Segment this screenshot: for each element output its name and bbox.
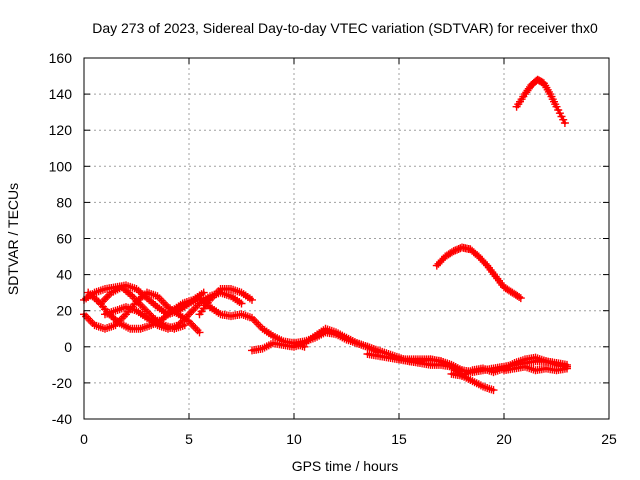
- data-point: [489, 386, 498, 395]
- grid-layer: [84, 58, 609, 419]
- data-point: [199, 288, 208, 297]
- y-tick-label: 20: [56, 303, 72, 319]
- data-point: [474, 252, 483, 261]
- data-point: [437, 256, 446, 265]
- data-point: [449, 247, 458, 256]
- y-tick-label: 60: [56, 231, 72, 247]
- x-tick-label: 0: [80, 431, 88, 447]
- data-point: [237, 299, 246, 308]
- data-point: [516, 294, 525, 303]
- data-point: [248, 295, 256, 304]
- data-point: [432, 261, 441, 270]
- x-tick-label: 15: [391, 431, 407, 447]
- x-tick-label: 10: [286, 431, 302, 447]
- data-point: [454, 245, 463, 253]
- data-point: [560, 119, 569, 127]
- chart-title: Day 273 of 2023, Sidereal Day-to-day VTE…: [92, 20, 598, 36]
- x-tick-label: 25: [601, 431, 617, 447]
- tick-layer: 0 5 10 15 20 25 -40 -20 0 20 40 60 80 100 120 140 160: [49, 50, 617, 447]
- data-point: [447, 248, 456, 257]
- series-layer: [80, 75, 571, 395]
- data-point: [563, 364, 571, 373]
- y-tick-label: 80: [56, 194, 72, 210]
- y-tick-label: 100: [49, 158, 73, 174]
- data-point: [479, 258, 488, 266]
- data-point: [515, 293, 524, 301]
- y-tick-label: 160: [49, 50, 73, 66]
- y-tick-label: 40: [56, 267, 72, 283]
- data-point: [180, 321, 189, 330]
- y-axis-title: SDTVAR / TECUs: [5, 183, 21, 295]
- x-axis-title: GPS time / hours: [292, 458, 399, 474]
- x-tick-label: 5: [185, 431, 193, 447]
- data-point: [481, 259, 490, 268]
- y-tick-label: 120: [49, 122, 73, 138]
- y-tick-label: -40: [52, 411, 72, 427]
- data-point: [195, 328, 204, 337]
- x-tick-label: 20: [496, 431, 512, 447]
- y-tick-label: -20: [52, 375, 72, 391]
- y-tick-label: 140: [49, 86, 73, 102]
- y-tick-label: 0: [64, 339, 72, 355]
